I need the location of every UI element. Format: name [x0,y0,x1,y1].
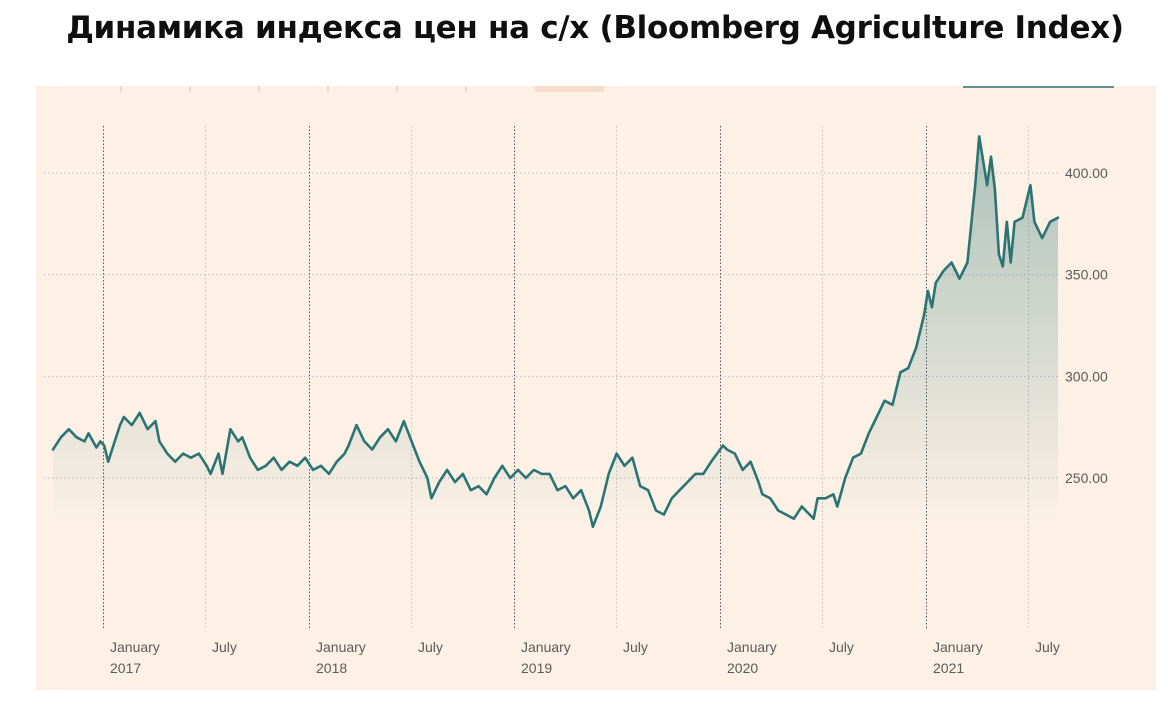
range-tab-active[interactable] [535,86,604,92]
x-tick-year-label: 2019 [521,660,552,676]
x-tick-label: January [316,639,366,655]
y-axis: 250.00 300.00 350.00 400.00 [1065,165,1108,486]
x-tick-label: January [521,639,571,655]
chart-panel: 250.00 300.00 350.00 400.00 January 2017 July… [36,86,1156,690]
x-tick-year-label: 2017 [110,660,141,676]
series-line [51,135,1060,529]
area-fill-layer [53,136,1058,527]
x-tick-year-label: 2021 [933,660,964,676]
x-tick-label: July [418,639,443,655]
series-line-layer [51,135,1060,529]
y-tick-label: 250.00 [1065,470,1108,486]
index-chart: 250.00 300.00 350.00 400.00 January 2017 July… [44,86,1114,676]
chart-title: Динамика индекса цен на с/х (Bloomberg A… [66,10,1124,46]
x-tick-label: July [1035,639,1060,655]
series-area [53,136,1058,527]
x-tick-label: January [110,639,160,655]
x-tick-year-label: 2020 [727,660,758,676]
x-tick-label: July [623,639,648,655]
x-tick-year-label: 2018 [316,660,347,676]
grid [44,126,1060,630]
y-tick-label: 300.00 [1065,368,1108,384]
y-tick-label: 350.00 [1065,267,1108,283]
x-tick-label: January [727,639,777,655]
x-tick-label: July [829,639,854,655]
x-tick-label: January [933,639,983,655]
top-range-selector [120,86,1114,92]
y-tick-label: 400.00 [1065,165,1108,181]
x-tick-label: July [212,639,237,655]
x-axis: January 2017 July January 2018 July January 201… [110,639,1060,676]
